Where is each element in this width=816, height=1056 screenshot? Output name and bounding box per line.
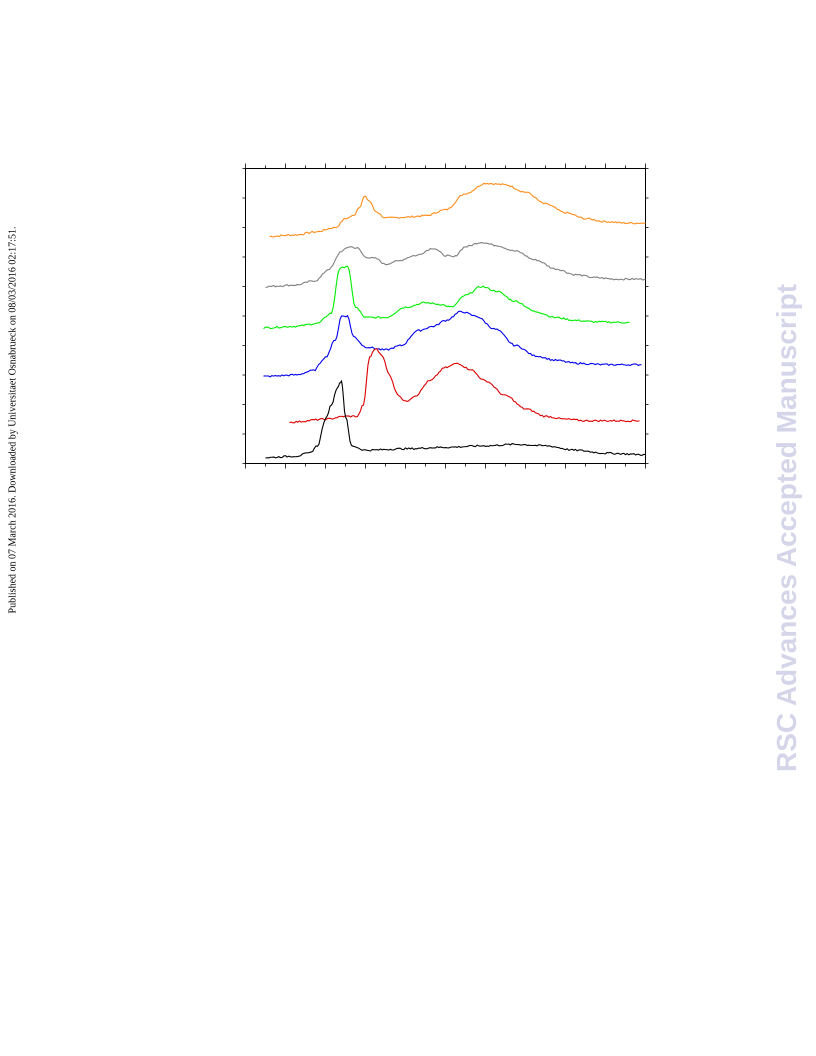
series-line-6: [265, 380, 646, 459]
plot-frame: [245, 168, 646, 464]
series-line-5: [289, 348, 640, 424]
series-line-1: [269, 182, 646, 238]
axis-ticks: [242, 163, 649, 469]
series-line-2: [265, 242, 646, 288]
series-line-4: [263, 310, 642, 378]
series-group: [263, 182, 646, 459]
series-line-3: [263, 265, 630, 330]
